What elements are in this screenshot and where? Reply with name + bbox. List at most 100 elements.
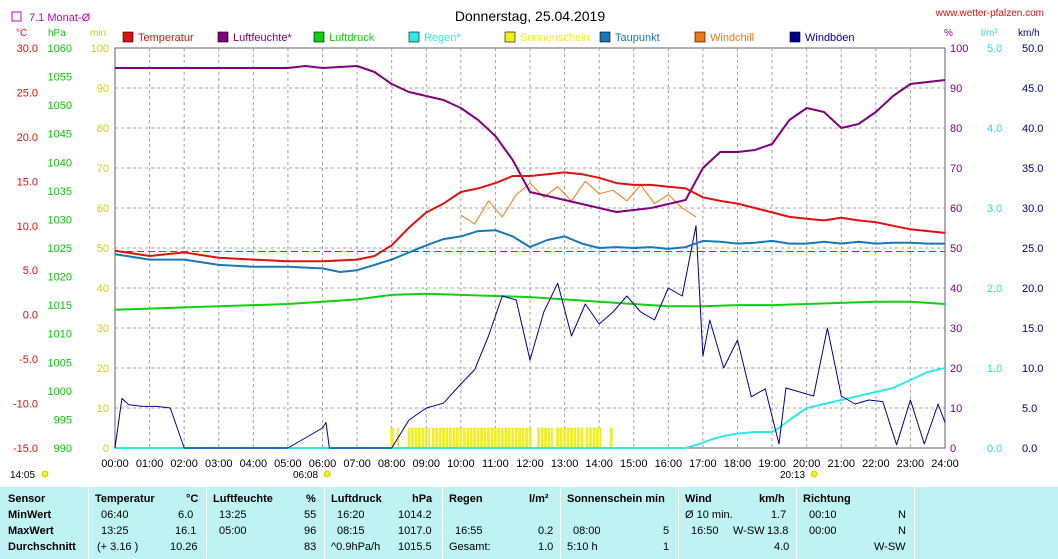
tick-pressure: 1005 xyxy=(48,357,72,369)
tick-x: 04:00 xyxy=(240,458,268,470)
tick-pressure: 995 xyxy=(54,414,72,426)
total-rain-value: 1.0 xyxy=(538,541,554,553)
tick-humidity: 10 xyxy=(950,403,962,415)
tick-temp: -5.0 xyxy=(19,354,38,366)
tick-humidity: 60 xyxy=(950,203,962,215)
unit-temp: °C xyxy=(16,28,27,39)
tick-temp: 5.0 xyxy=(23,265,38,277)
tick-temp: 0.0 xyxy=(23,310,38,322)
tick-sun: 70 xyxy=(97,163,109,175)
series-line-windben xyxy=(114,225,946,449)
unit-wind: km/h xyxy=(1018,28,1040,39)
legend-swatch xyxy=(408,31,420,43)
tick-sun: 100 xyxy=(91,43,109,55)
avg-dir-value: W-SW xyxy=(874,541,906,553)
max-dir-value: N xyxy=(898,525,906,537)
tick-x: 20:00 xyxy=(793,458,821,470)
min-dir-value: N xyxy=(898,509,906,521)
avg-wind-value: 4.0 xyxy=(774,541,790,553)
legend-label: Temperatur xyxy=(138,32,194,44)
tick-wind: 30.0 xyxy=(1022,203,1043,215)
tick-humidity: 20 xyxy=(950,363,962,375)
series-line-luftdruck xyxy=(114,292,946,311)
series-line-regen xyxy=(115,367,946,449)
tick-sun: 0 xyxy=(103,443,109,455)
tick-x: 19:00 xyxy=(758,458,786,470)
tick-pressure: 1040 xyxy=(48,157,72,169)
min-press-time: 16:20 xyxy=(337,509,365,521)
tick-x: 24:00 xyxy=(931,458,959,470)
statistics-table: Sensor Temperatur °C Luftfeuchte % Luftd… xyxy=(0,487,1058,559)
avg-press-value: 1015.5 xyxy=(398,541,432,553)
tick-x: 15:00 xyxy=(620,458,648,470)
tick-x: 11:00 xyxy=(482,458,509,470)
tick-pressure: 1050 xyxy=(48,100,72,112)
series-lines xyxy=(114,65,946,449)
tick-sun: 60 xyxy=(97,203,109,215)
sunrise-marker xyxy=(323,470,331,478)
legend-label: Luftdruck xyxy=(329,32,375,44)
total-sun-hours: 5:10 h xyxy=(567,541,598,553)
tick-pressure: 1035 xyxy=(48,186,72,198)
min-wind-value: 1.7 xyxy=(771,509,787,521)
row-avg-label: Durchschnitt xyxy=(8,541,76,553)
sunshine-bar xyxy=(609,427,613,449)
max-temp-value: 16.1 xyxy=(175,525,197,537)
tick-sun: 40 xyxy=(97,283,109,295)
series-line-temperatur xyxy=(114,171,946,263)
legend-swatch xyxy=(789,31,801,43)
max-wind-time: 16:50 xyxy=(691,525,719,537)
tick-pressure: 1015 xyxy=(48,300,72,312)
tick-x: 10:00 xyxy=(447,458,475,470)
max-hum-value: 96 xyxy=(304,525,317,537)
tick-x: 18:00 xyxy=(724,458,752,470)
min-hum-time: 13:25 xyxy=(219,509,247,521)
tick-temp: 10.0 xyxy=(17,221,38,233)
tick-rain: 2.0 xyxy=(987,283,1002,295)
tick-wind: 20.0 xyxy=(1022,283,1043,295)
tick-rain: 1.0 xyxy=(987,363,1002,375)
max-wind-dir: W-SW xyxy=(733,525,765,537)
tick-x: 13:00 xyxy=(551,458,579,470)
max-sun-time: 08:00 xyxy=(573,525,601,537)
tick-x: 01:00 xyxy=(136,458,164,470)
tick-pressure: 1060 xyxy=(48,43,72,55)
sunshine-bar xyxy=(389,427,394,449)
min-wind-label: Ø 10 min. xyxy=(685,509,733,521)
tick-temp: 25.0 xyxy=(17,87,38,99)
max-rain-time: 16:55 xyxy=(455,525,483,537)
tick-x: 23:00 xyxy=(897,458,925,470)
header-rain: Regen xyxy=(449,493,483,505)
max-press-time: 08:15 xyxy=(337,525,365,537)
tick-humidity: 40 xyxy=(950,283,962,295)
header-wind: Wind xyxy=(685,493,712,505)
tick-wind: 5.0 xyxy=(1022,403,1037,415)
tick-sun: 10 xyxy=(97,403,109,415)
tick-humidity: 70 xyxy=(950,163,962,175)
header-pressure: Luftdruck xyxy=(331,493,382,505)
max-wind-value: 13.8 xyxy=(767,525,789,537)
header-pressure-unit: hPa xyxy=(412,493,433,505)
tick-wind: 0.0 xyxy=(1022,443,1037,455)
header-sunshine: Sonnenschein min xyxy=(567,493,665,505)
tick-sun: 50 xyxy=(97,243,109,255)
min-dir-time: 00:10 xyxy=(809,509,837,521)
total-rain-label: Gesamt: xyxy=(449,541,491,553)
tick-pressure: 1000 xyxy=(48,386,72,398)
tick-humidity: 50 xyxy=(950,243,962,255)
tick-temp: 15.0 xyxy=(17,176,38,188)
x-axis: 00:00 01:00 02:00 03:00 04:00 05:00 06:00 07:00… xyxy=(101,458,959,470)
max-dir-time: 00:00 xyxy=(809,525,837,537)
tick-sun: 20 xyxy=(97,363,109,375)
max-press-value: 1017.0 xyxy=(398,525,432,537)
row-min-label: MinWert xyxy=(8,509,52,521)
legend-swatch xyxy=(599,31,611,43)
legend-swatch xyxy=(122,31,134,43)
tick-temp: 20.0 xyxy=(17,132,38,144)
source-label: www.wetter-pfalzen.com xyxy=(935,8,1044,19)
sunshine-bar xyxy=(536,427,553,449)
chart-legend: Temperatur Luftfeuchte* Luftdruck Regen* Son… xyxy=(122,31,855,44)
legend-swatch xyxy=(313,31,325,43)
tick-humidity: 30 xyxy=(950,323,962,335)
tick-wind: 35.0 xyxy=(1022,163,1043,175)
